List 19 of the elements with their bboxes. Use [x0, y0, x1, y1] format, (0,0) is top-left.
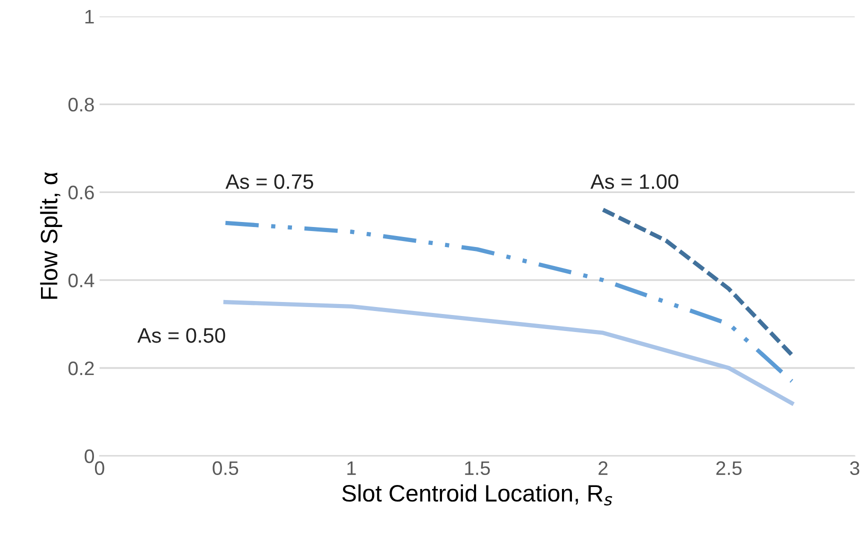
series-label: As = 0.75 — [225, 174, 314, 189]
x-tick-label: 1 — [347, 461, 356, 475]
y-tick-label: 0.8 — [68, 98, 94, 112]
y-tick-label: 0.2 — [68, 361, 94, 376]
series-label: As = 1.00 — [590, 174, 678, 189]
y-tick-label: 1 — [85, 10, 94, 24]
x-tick-label: 2 — [598, 461, 608, 475]
y-tick-label: 0.6 — [68, 186, 94, 200]
x-tick-label: 0 — [94, 461, 104, 476]
y-tick-label: 0 — [84, 449, 94, 464]
y-tick-label: 0.4 — [68, 274, 94, 288]
line-series — [600, 208, 794, 357]
x-tick-label: 1.5 — [465, 461, 490, 476]
y-axis-title: Flow Split, α — [40, 172, 62, 299]
x-axis-title: Slot Centroid Location, R$_{s}$ — [342, 484, 612, 506]
series-label: As = 0.50 — [137, 328, 226, 343]
x-tick-label: 0.5 — [212, 461, 238, 476]
x-tick-label: 3 — [850, 461, 860, 476]
x-tick-label: 2.5 — [716, 461, 742, 476]
